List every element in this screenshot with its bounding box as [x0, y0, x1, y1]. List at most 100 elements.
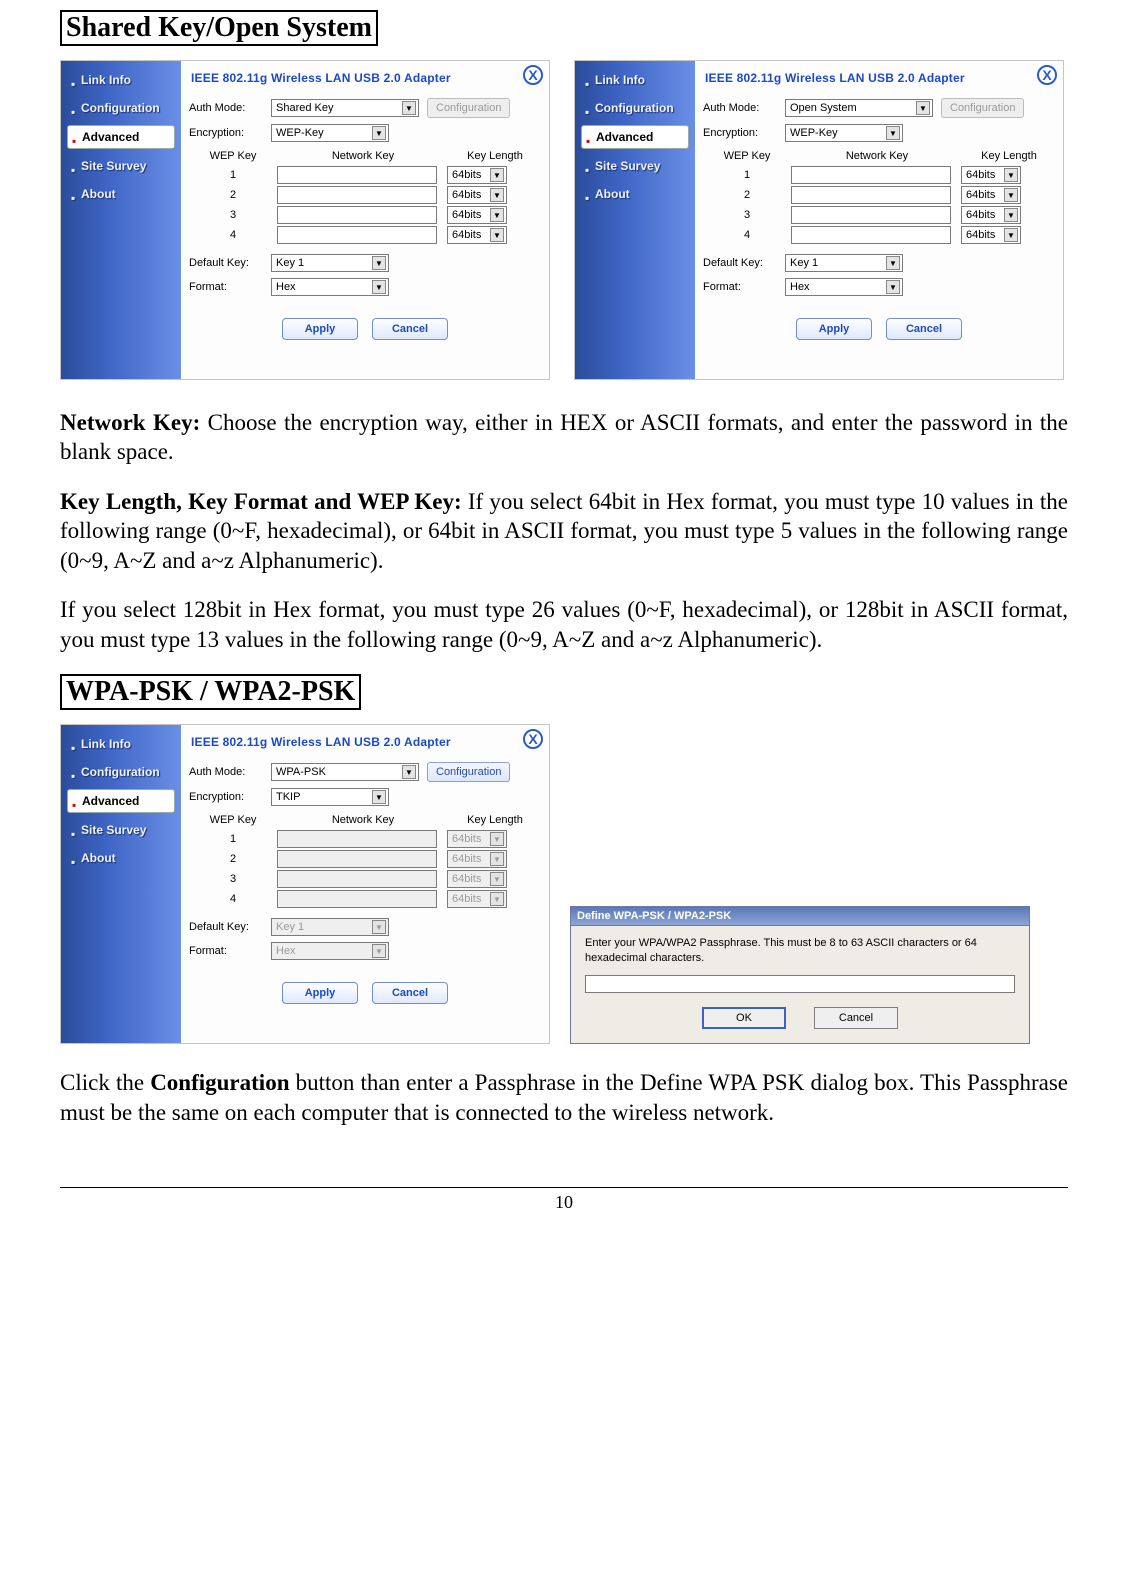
- keylen-select[interactable]: 64bits▼: [447, 226, 507, 244]
- format-select[interactable]: Hex▼: [785, 278, 903, 296]
- format-select[interactable]: Hex▼: [271, 278, 389, 296]
- auth-mode-select[interactable]: Open System▼: [785, 99, 933, 117]
- bullet-icon: ▪: [72, 798, 78, 804]
- bullet-icon: ▪: [71, 191, 77, 197]
- encryption-value: WEP-Key: [276, 127, 324, 139]
- nav-about[interactable]: ▪About: [67, 183, 175, 205]
- default-key-select[interactable]: Key 1▼: [271, 254, 389, 272]
- chevron-down-icon: ▼: [1004, 228, 1018, 242]
- chevron-down-icon: ▼: [916, 101, 930, 115]
- key-index: 1: [189, 169, 277, 181]
- network-key-input[interactable]: [791, 226, 951, 244]
- close-icon[interactable]: X: [523, 729, 543, 749]
- row-auth-mode: Auth Mode: WPA-PSK▼ Configuration: [189, 762, 541, 782]
- define-wpa-dialog: Define WPA-PSK / WPA2-PSK Enter your WPA…: [570, 906, 1030, 1044]
- nav-about[interactable]: ▪About: [581, 183, 689, 205]
- nav-label: Configuration: [595, 101, 674, 115]
- nav-label: Configuration: [81, 101, 160, 115]
- cancel-button[interactable]: Cancel: [372, 318, 448, 340]
- keylen-select[interactable]: 64bits▼: [961, 166, 1021, 184]
- encryption-select[interactable]: WEP-Key▼: [785, 124, 903, 142]
- encryption-select[interactable]: WEP-Key▼: [271, 124, 389, 142]
- bullet-icon: ▪: [71, 741, 77, 747]
- row-default-key: Default Key: Key 1▼: [189, 254, 541, 272]
- keylen-select[interactable]: 64bits▼: [961, 186, 1021, 204]
- cancel-button[interactable]: Cancel: [814, 1007, 898, 1029]
- network-key-input[interactable]: [791, 186, 951, 204]
- dialog-body: Enter your WPA/WPA2 Passphrase. This mus…: [571, 926, 1029, 1043]
- nav-link-info[interactable]: ▪Link Info: [67, 69, 175, 91]
- label-auth-mode: Auth Mode:: [189, 102, 271, 114]
- chevron-down-icon: ▼: [490, 832, 504, 846]
- auth-mode-value: WPA-PSK: [276, 766, 326, 778]
- close-icon[interactable]: X: [1037, 65, 1057, 85]
- default-key-value: Key 1: [276, 921, 304, 933]
- app-window-shared: ▪Link Info ▪Configuration ▪Advanced ▪Sit…: [60, 60, 550, 380]
- apply-button[interactable]: Apply: [282, 982, 358, 1004]
- key-index: 1: [189, 833, 277, 845]
- format-value: Hex: [790, 281, 810, 293]
- keylen-select: 64bits▼: [447, 870, 507, 888]
- auth-mode-select[interactable]: Shared Key▼: [271, 99, 419, 117]
- network-key-input[interactable]: [277, 226, 437, 244]
- close-icon[interactable]: X: [523, 65, 543, 85]
- encryption-select[interactable]: TKIP▼: [271, 788, 389, 806]
- nav-site-survey[interactable]: ▪Site Survey: [67, 155, 175, 177]
- network-key-input[interactable]: [277, 206, 437, 224]
- passphrase-input[interactable]: [585, 975, 1015, 993]
- apply-button[interactable]: Apply: [796, 318, 872, 340]
- hdr-wep-key: WEP Key: [189, 814, 277, 826]
- nav-link-info[interactable]: ▪Link Info: [581, 69, 689, 91]
- app-window-open: ▪Link Info ▪Configuration ▪Advanced ▪Sit…: [574, 60, 1064, 380]
- hdr-network-key: Network Key: [277, 814, 449, 826]
- nav-label: Link Info: [81, 737, 131, 751]
- main-panel: X IEEE 802.11g Wireless LAN USB 2.0 Adap…: [695, 61, 1063, 379]
- chevron-down-icon: ▼: [402, 101, 416, 115]
- para-key-length: Key Length, Key Format and WEP Key: If y…: [60, 487, 1068, 575]
- label-auth-mode: Auth Mode:: [189, 766, 271, 778]
- key-index: 4: [189, 229, 277, 241]
- bold-label: Key Length, Key Format and WEP Key:: [60, 489, 468, 514]
- network-key-input[interactable]: [277, 186, 437, 204]
- keylen-select[interactable]: 64bits ▼: [961, 226, 1021, 244]
- nav-advanced[interactable]: ▪Advanced: [581, 125, 689, 149]
- network-key-input[interactable]: [277, 166, 437, 184]
- nav-link-info[interactable]: ▪ Link Info: [67, 733, 175, 755]
- bullet-icon: ▪: [586, 134, 592, 140]
- wep-headers: WEP Key Network Key Key Length: [189, 150, 541, 162]
- auth-mode-select[interactable]: WPA-PSK▼: [271, 763, 419, 781]
- key-row: 364bits▼: [189, 870, 541, 888]
- keylen-select[interactable]: 64bits▼: [447, 166, 507, 184]
- nav-about[interactable]: ▪About: [67, 847, 175, 869]
- apply-button[interactable]: Apply: [282, 318, 358, 340]
- network-key-input[interactable]: [791, 206, 951, 224]
- ok-button[interactable]: OK: [702, 1007, 786, 1029]
- page-number: 10: [60, 1188, 1068, 1213]
- nav-configuration[interactable]: ▪Configuration: [67, 97, 175, 119]
- chevron-down-icon: ▼: [490, 852, 504, 866]
- row-format: Format: Hex▼: [189, 942, 541, 960]
- label-encryption: Encryption:: [189, 791, 271, 803]
- nav-advanced[interactable]: ▪Advanced: [67, 789, 175, 813]
- keylen-select[interactable]: 64bits▼: [961, 206, 1021, 224]
- network-key-input[interactable]: [791, 166, 951, 184]
- keylen-value: 64bits: [966, 229, 995, 241]
- keylen-select[interactable]: 64bits▼: [447, 186, 507, 204]
- keylen-value: 64bits: [452, 873, 481, 885]
- key-row: 364bits▼: [703, 206, 1055, 224]
- nav-configuration[interactable]: ▪Configuration: [67, 761, 175, 783]
- default-key-select[interactable]: Key 1▼: [785, 254, 903, 272]
- bullet-icon: ▪: [585, 77, 591, 83]
- chevron-down-icon: ▼: [372, 944, 386, 958]
- nav-site-survey[interactable]: ▪Site Survey: [581, 155, 689, 177]
- keylen-select[interactable]: 64bits▼: [447, 206, 507, 224]
- bold-label: Configuration: [150, 1070, 289, 1095]
- cancel-button[interactable]: Cancel: [372, 982, 448, 1004]
- app-title: IEEE 802.11g Wireless LAN USB 2.0 Adapte…: [189, 731, 541, 759]
- nav-site-survey[interactable]: ▪Site Survey: [67, 819, 175, 841]
- nav-advanced[interactable]: ▪Advanced: [67, 125, 175, 149]
- chevron-down-icon: ▼: [490, 188, 504, 202]
- configuration-button[interactable]: Configuration: [427, 762, 510, 782]
- cancel-button[interactable]: Cancel: [886, 318, 962, 340]
- nav-configuration[interactable]: ▪Configuration: [581, 97, 689, 119]
